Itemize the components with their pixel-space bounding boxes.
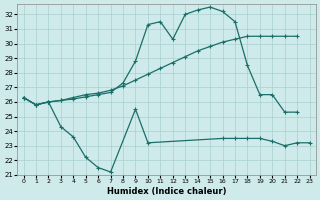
X-axis label: Humidex (Indice chaleur): Humidex (Indice chaleur) [107,187,226,196]
